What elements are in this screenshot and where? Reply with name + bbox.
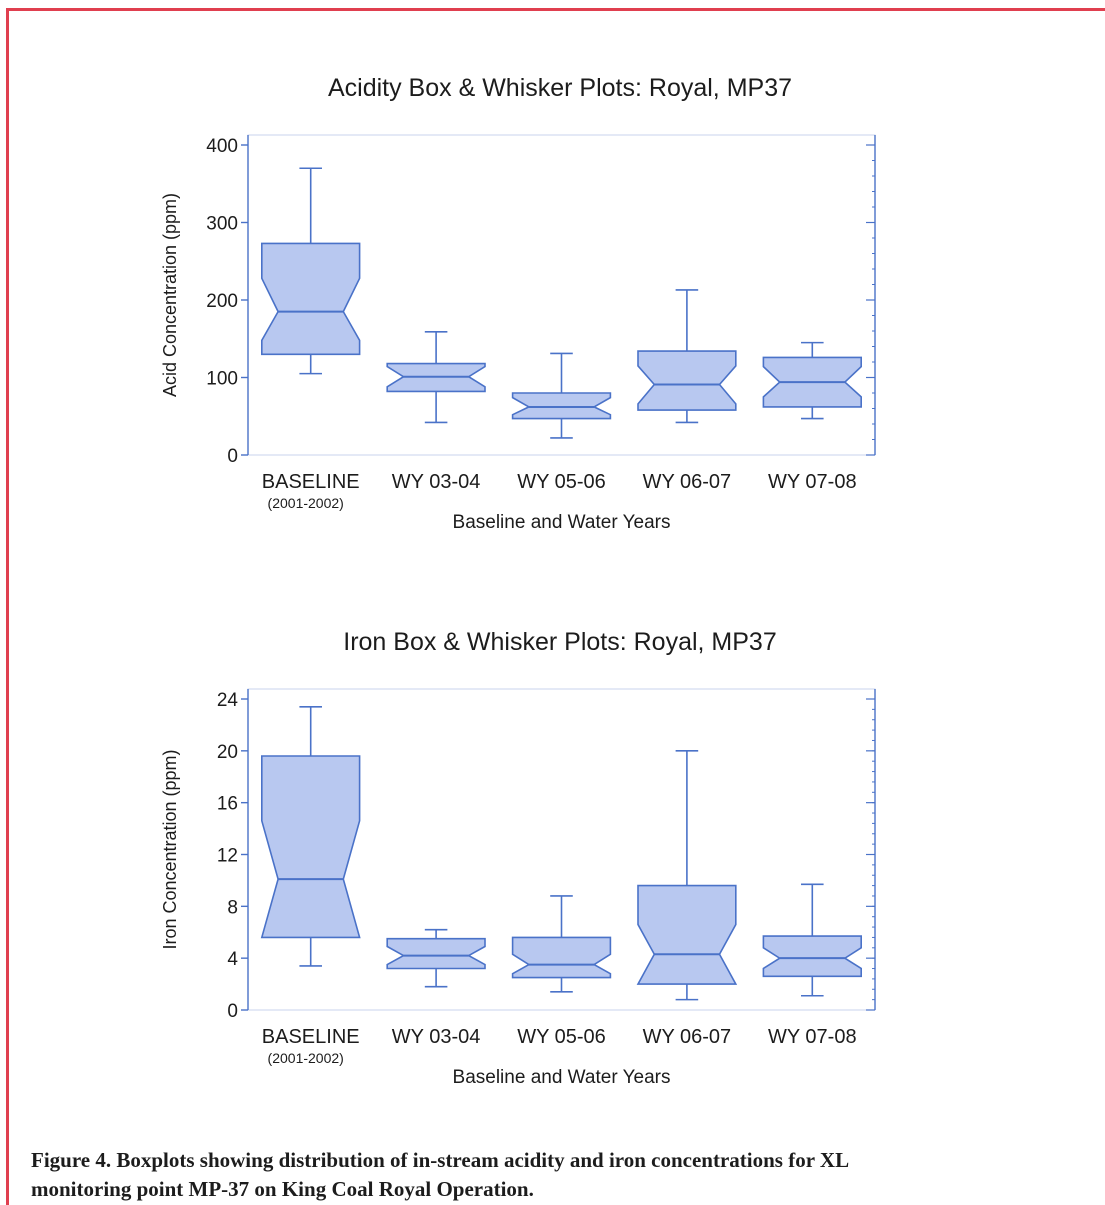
category-label: WY 07-08 (768, 471, 857, 493)
notched-box (511, 392, 612, 420)
category-label: WY 05-06 (517, 1026, 606, 1048)
category-sublabel: (2001-2002) (268, 1050, 344, 1066)
notched-box (637, 350, 737, 411)
category-label: WY 03-04 (392, 471, 481, 493)
iron-boxplot-chart: 0 4 8 12 16 20 24 Iron Concentration (ppm) BASEL… (160, 688, 876, 1088)
x-axis-label: Baseline and Water Years (453, 1067, 671, 1088)
y-tick-label: 200 (206, 291, 238, 312)
y-tick-label: 8 (227, 897, 238, 918)
box-0 (260, 705, 361, 967)
notched-box (762, 935, 863, 978)
iron-chart-title: Iron Box & Whisker Plots: Royal, MP37 (343, 628, 777, 656)
page-frame (6, 8, 1105, 1205)
figure-caption: Figure 4. Boxplots showing distribution … (31, 1146, 1091, 1204)
figure-caption-line-2: monitoring point MP-37 on King Coal Roya… (31, 1177, 534, 1201)
y-tick-label: 12 (217, 846, 238, 867)
box-3 (637, 289, 737, 424)
box-2 (511, 895, 612, 993)
y-axis-label: Iron Concentration (ppm) (160, 749, 180, 949)
box-3 (636, 750, 738, 1001)
category-label: WY 06-07 (643, 1026, 732, 1048)
category-label: WY 03-04 (392, 1026, 481, 1048)
figure-caption-line-1: Figure 4. Boxplots showing distribution … (31, 1148, 850, 1172)
category-label: BASELINE (262, 1026, 360, 1048)
category-label: BASELINE (262, 471, 360, 493)
notched-box (386, 937, 486, 970)
category-label: WY 06-07 (643, 471, 732, 493)
y-axis-label: Acid Concentration (ppm) (160, 193, 180, 397)
category-sublabel: (2001-2002) (268, 495, 344, 511)
x-axis-label: Baseline and Water Years (453, 512, 671, 533)
y-tick-label: 100 (206, 369, 238, 390)
y-tick-label: 0 (227, 1001, 238, 1022)
y-tick-label: 0 (227, 446, 238, 467)
y-tick-label: 4 (227, 949, 238, 970)
y-tick-label: 24 (217, 690, 239, 711)
box-1 (386, 330, 486, 424)
box-4 (762, 883, 863, 997)
notched-box (260, 755, 361, 939)
notched-box (511, 936, 612, 979)
box-2 (511, 352, 612, 439)
y-tick-label: 400 (206, 136, 238, 157)
category-label: WY 07-08 (768, 1026, 857, 1048)
acidity-boxplot-chart: 0 100 200 300 400 Acid Concentration (ppm) BAS… (160, 134, 876, 533)
box-0 (260, 167, 361, 375)
acidity-chart-title: Acidity Box & Whisker Plots: Royal, MP37 (327, 74, 793, 102)
notched-box (636, 884, 738, 985)
y-tick-label: 300 (206, 214, 238, 235)
notched-box (260, 242, 361, 356)
box-4 (762, 341, 863, 420)
box-1 (386, 928, 486, 988)
y-tick-label: 16 (217, 794, 238, 815)
y-tick-label: 20 (217, 742, 238, 763)
category-label: WY 05-06 (517, 471, 606, 493)
